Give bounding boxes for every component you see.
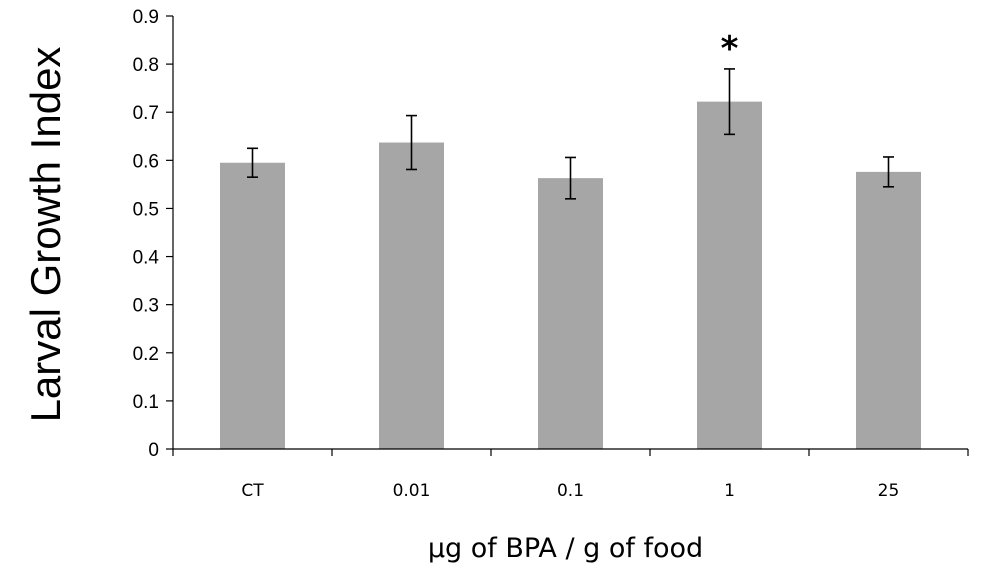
bar-0-01 [379, 142, 444, 449]
y-tick-label: 0.4 [133, 248, 160, 269]
annotations: * [721, 29, 739, 69]
significance-marker: * [721, 29, 739, 69]
y-tick-label: 0.7 [133, 103, 159, 124]
error-bar [247, 147, 258, 178]
y-tick-label: 0 [148, 440, 159, 461]
y-axis-label: Larval Growth Index [22, 47, 69, 423]
x-tick-label: 1 [724, 481, 735, 501]
error-bars-layer [247, 68, 894, 200]
error-bar [724, 68, 735, 136]
y-tick-label: 0.8 [133, 55, 159, 76]
y-tick-label: 0.5 [133, 199, 159, 220]
bar-0-1 [538, 178, 603, 449]
bar-1 [697, 101, 762, 449]
y-tick-label: 0.3 [133, 296, 159, 317]
bars-layer [220, 101, 921, 449]
bar-ct [220, 162, 285, 449]
error-bar [883, 156, 894, 188]
y-tick-label: 0.2 [133, 344, 159, 365]
y-tick-label: 0.6 [133, 151, 159, 172]
x-ticks: CT 0.01 0.1 1 25 [172, 449, 969, 501]
y-tick-label: 0.1 [133, 392, 159, 413]
error-bar [406, 114, 417, 171]
error-bar [565, 156, 576, 200]
x-axis-label: µg of BPA / g of food [428, 533, 703, 564]
bar-25 [856, 171, 921, 449]
x-tick-label: 0.01 [393, 481, 431, 501]
x-tick-label: CT [241, 481, 264, 501]
x-tick-label: 0.1 [557, 481, 584, 501]
x-tick-label: 25 [878, 481, 900, 501]
y-ticks: 0 0.1 0.2 0.3 0.4 0.5 0.6 0.7 0.8 0.9 [133, 7, 173, 461]
y-tick-label: 0.9 [133, 7, 159, 28]
